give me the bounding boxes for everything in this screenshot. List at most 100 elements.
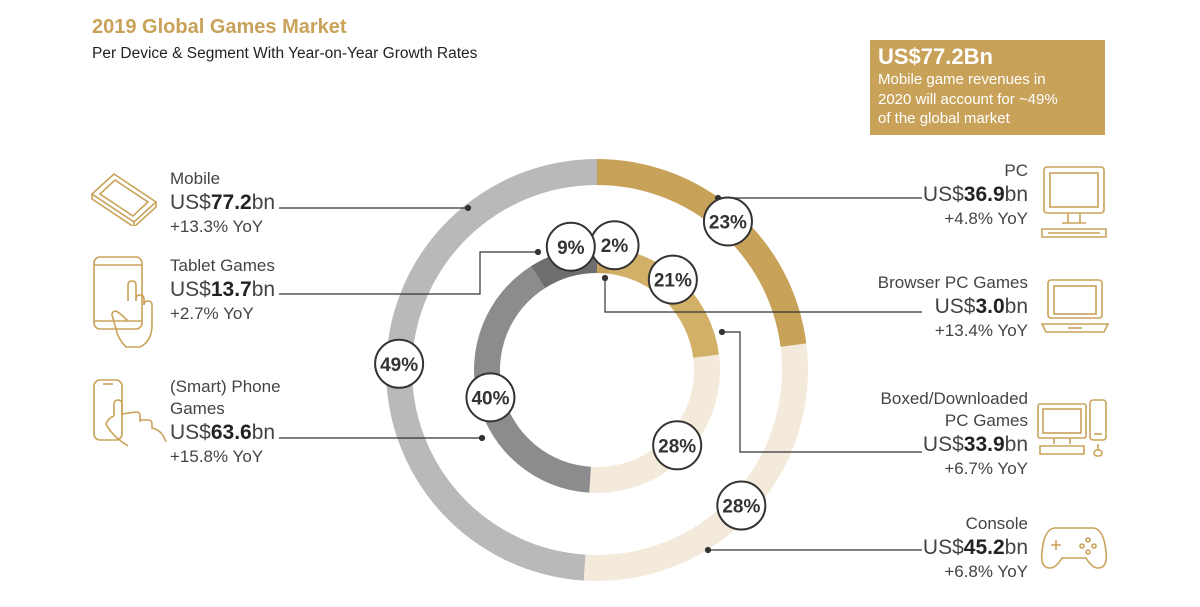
- gamepad-icon: [1040, 527, 1108, 569]
- leader-dot-console: [704, 546, 712, 554]
- inner-ring-slice-2: [589, 354, 720, 493]
- inner-percent-label-2-text: 28%: [658, 436, 696, 457]
- value-prefix: US$: [170, 421, 211, 444]
- segment-label-mobile: Mobile US$77.2bn +13.3% YoY: [170, 168, 275, 238]
- segment-yoy-pc: +4.8% YoY: [944, 209, 1028, 228]
- outer-percent-label-2: 49%: [374, 338, 425, 389]
- inner-percent-label-4-text: 9%: [557, 238, 585, 259]
- value-number: 77.2: [210, 191, 252, 214]
- donut-rings: [386, 159, 808, 581]
- tablet-landscape-icon: [90, 172, 158, 226]
- leader-dot-browser: [601, 274, 609, 282]
- segment-value-pc: US$36.9bn: [923, 182, 1028, 208]
- inner-percent-label-0-text: 2%: [601, 236, 629, 257]
- callout-line-2: 2020 will account for ~49%: [878, 90, 1058, 108]
- leader-dot-boxed: [718, 328, 726, 336]
- segment-yoy-tablet: +2.7% YoY: [170, 304, 254, 323]
- segment-yoy-phone: +15.8% YoY: [170, 447, 264, 466]
- segment-value-boxed: US$33.9bn: [881, 432, 1028, 458]
- inner-percent-label-0: 2%: [589, 220, 640, 271]
- value-prefix: US$: [922, 433, 964, 456]
- value-suffix: bn: [1004, 295, 1028, 318]
- inner-percent-label-2-circle: [652, 420, 703, 471]
- inner-ring-slice-3: [473, 266, 591, 493]
- outer-percent-label-2-text: 49%: [380, 355, 418, 376]
- value-suffix: bn: [1004, 433, 1028, 456]
- phone-touch-icon: [93, 379, 167, 447]
- segment-name-boxed-1: Boxed/Downloaded: [880, 389, 1028, 408]
- inner-percent-label-4-circle: [545, 221, 596, 272]
- outer-ring-slice-0: [597, 159, 807, 347]
- value-prefix: US$: [922, 183, 964, 206]
- segment-label-browser: Browser PC Games US$3.0bn +13.4% YoY: [878, 272, 1028, 342]
- value-number: 45.2: [963, 536, 1005, 559]
- segment-yoy-mobile: +13.3% YoY: [170, 217, 264, 236]
- value-number: 13.7: [210, 278, 252, 301]
- value-number: 3.0: [975, 295, 1005, 318]
- inner-percent-label-3: 40%: [465, 372, 516, 423]
- segment-name-boxed-2: PC Games: [944, 411, 1028, 430]
- mobile-callout-box: US$77.2Bn Mobile game revenues in 2020 w…: [870, 40, 1105, 135]
- value-prefix: US$: [922, 536, 964, 559]
- outer-ring-slice-2: [386, 159, 597, 581]
- outer-percent-label-0-circle: [702, 196, 753, 247]
- leader-browser: [604, 278, 922, 313]
- segment-yoy-browser: +13.4% YoY: [934, 321, 1028, 340]
- callout-headline: US$77.2Bn: [878, 44, 993, 69]
- inner-ring-slice-1: [609, 247, 720, 358]
- outer-percent-label-1: 28%: [716, 480, 767, 531]
- desktop-computer-icon: [1041, 166, 1107, 238]
- segment-name-phone-1: (Smart) Phone: [170, 377, 281, 396]
- inner-percent-label-2: 28%: [652, 420, 703, 471]
- segment-value-mobile: US$77.2bn: [170, 190, 275, 216]
- outer-percent-label-1-circle: [716, 480, 767, 531]
- chart-title: 2019 Global Games Market: [92, 16, 347, 38]
- inner-percent-label-3-circle: [465, 372, 516, 423]
- desktop-and-phone-icon: [1037, 399, 1107, 457]
- tablet-touch-icon: [93, 256, 153, 348]
- inner-percent-label-4: 9%: [545, 221, 596, 272]
- leader-tablet: [279, 251, 538, 295]
- segment-name-phone-2: Games: [170, 399, 225, 418]
- inner-percent-label-3-text: 40%: [471, 388, 509, 409]
- leader-dot-phone: [478, 434, 486, 442]
- value-prefix: US$: [934, 295, 976, 318]
- value-prefix: US$: [170, 191, 211, 214]
- value-suffix: bn: [251, 421, 276, 444]
- outer-percent-label-2-circle: [374, 338, 425, 389]
- value-suffix: bn: [251, 191, 276, 214]
- outer-percent-label-0: 23%: [702, 196, 753, 247]
- segment-name-tablet: Tablet Games: [170, 256, 275, 275]
- segment-name-console: Console: [965, 514, 1028, 533]
- segment-label-boxed: Boxed/Downloaded PC Games US$33.9bn +6.7…: [881, 388, 1028, 480]
- value-suffix: bn: [1004, 183, 1028, 206]
- outer-percent-label-0-text: 23%: [709, 212, 747, 233]
- segment-value-browser: US$3.0bn: [878, 294, 1028, 320]
- percent-labels: 23% 28% 49% 2% 21% 28% 40% 9%: [374, 196, 767, 531]
- segment-value-phone: US$63.6bn: [170, 420, 281, 446]
- leader-boxed: [722, 331, 922, 453]
- outer-ring-slice-1: [583, 343, 808, 581]
- value-prefix: US$: [170, 278, 211, 301]
- segment-yoy-console: +6.8% YoY: [944, 562, 1028, 581]
- leader-dot-tablet: [534, 248, 542, 256]
- segment-name-mobile: Mobile: [170, 169, 221, 188]
- segment-label-phone: (Smart) Phone Games US$63.6bn +15.8% YoY: [170, 376, 281, 468]
- value-number: 36.9: [963, 183, 1005, 206]
- inner-percent-label-1: 21%: [647, 254, 698, 305]
- value-number: 33.9: [963, 433, 1005, 456]
- segment-label-tablet: Tablet Games US$13.7bn +2.7% YoY: [170, 255, 275, 325]
- segment-value-console: US$45.2bn: [923, 535, 1028, 561]
- outer-percent-label-1-text: 28%: [722, 497, 760, 518]
- leader-dot-mobile: [464, 204, 472, 212]
- inner-percent-label-1-circle: [647, 254, 698, 305]
- segment-name-pc: PC: [1004, 161, 1028, 180]
- value-number: 63.6: [210, 421, 252, 444]
- segment-label-console: Console US$45.2bn +6.8% YoY: [923, 513, 1028, 583]
- value-suffix: bn: [251, 278, 276, 301]
- value-suffix: bn: [1004, 536, 1028, 559]
- callout-line-3: of the global market: [878, 110, 1010, 127]
- segment-name-browser: Browser PC Games: [877, 273, 1028, 292]
- inner-percent-label-1-text: 21%: [654, 271, 692, 292]
